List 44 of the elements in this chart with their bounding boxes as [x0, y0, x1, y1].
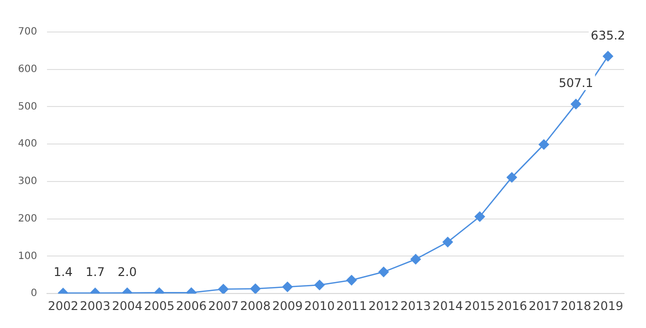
point — [282, 282, 293, 292]
x-tick-label: 2019 — [592, 298, 624, 313]
x-tick-label: 2014 — [432, 298, 463, 313]
x-tick-label: 2016 — [496, 298, 528, 313]
y-tick-label: 0 — [30, 288, 38, 300]
data-label: 2.0 — [118, 264, 137, 279]
y-tick-label: 400 — [18, 138, 38, 150]
x-tick-label: 2012 — [368, 298, 399, 313]
y-tick-label: 700 — [18, 26, 38, 38]
x-tick-label: 2002 — [48, 298, 78, 313]
data-label: 1.4 — [54, 265, 73, 280]
y-tick-label: 600 — [18, 64, 38, 75]
x-tick-label: 2011 — [336, 298, 367, 313]
x-tick-label: 2005 — [144, 298, 175, 313]
x-tick-label: 2003 — [80, 298, 110, 313]
point — [314, 280, 325, 290]
y-tick-label: 500 — [18, 101, 38, 112]
y-tick-label: 300 — [18, 176, 38, 188]
point — [570, 98, 582, 110]
point — [506, 172, 517, 183]
point — [538, 139, 550, 150]
x-tick-label: 2008 — [240, 298, 271, 313]
y-tick-label: 100 — [18, 250, 38, 262]
point — [442, 236, 453, 248]
x-tick-label: 2006 — [176, 298, 207, 313]
x-tick-label: 2007 — [208, 298, 239, 313]
data-label: 507.1 — [558, 76, 594, 90]
data-label: 635.2 — [590, 28, 626, 42]
x-tick-label: 2017 — [528, 298, 560, 313]
x-tick-label: 2013 — [400, 298, 431, 313]
x-tick-label: 2004 — [112, 298, 142, 313]
x-tick-label: 2015 — [464, 298, 496, 313]
point — [474, 211, 485, 222]
data-label: 1.7 — [86, 265, 105, 280]
point — [410, 254, 421, 264]
point — [378, 266, 389, 278]
point — [602, 51, 614, 62]
x-tick-label: 2018 — [560, 298, 592, 313]
x-tick-label: 2010 — [304, 298, 335, 313]
point — [346, 274, 357, 286]
point — [218, 284, 229, 294]
x-tick-label: 2009 — [272, 298, 303, 313]
point — [250, 284, 261, 294]
y-tick-label: 200 — [18, 213, 38, 224]
